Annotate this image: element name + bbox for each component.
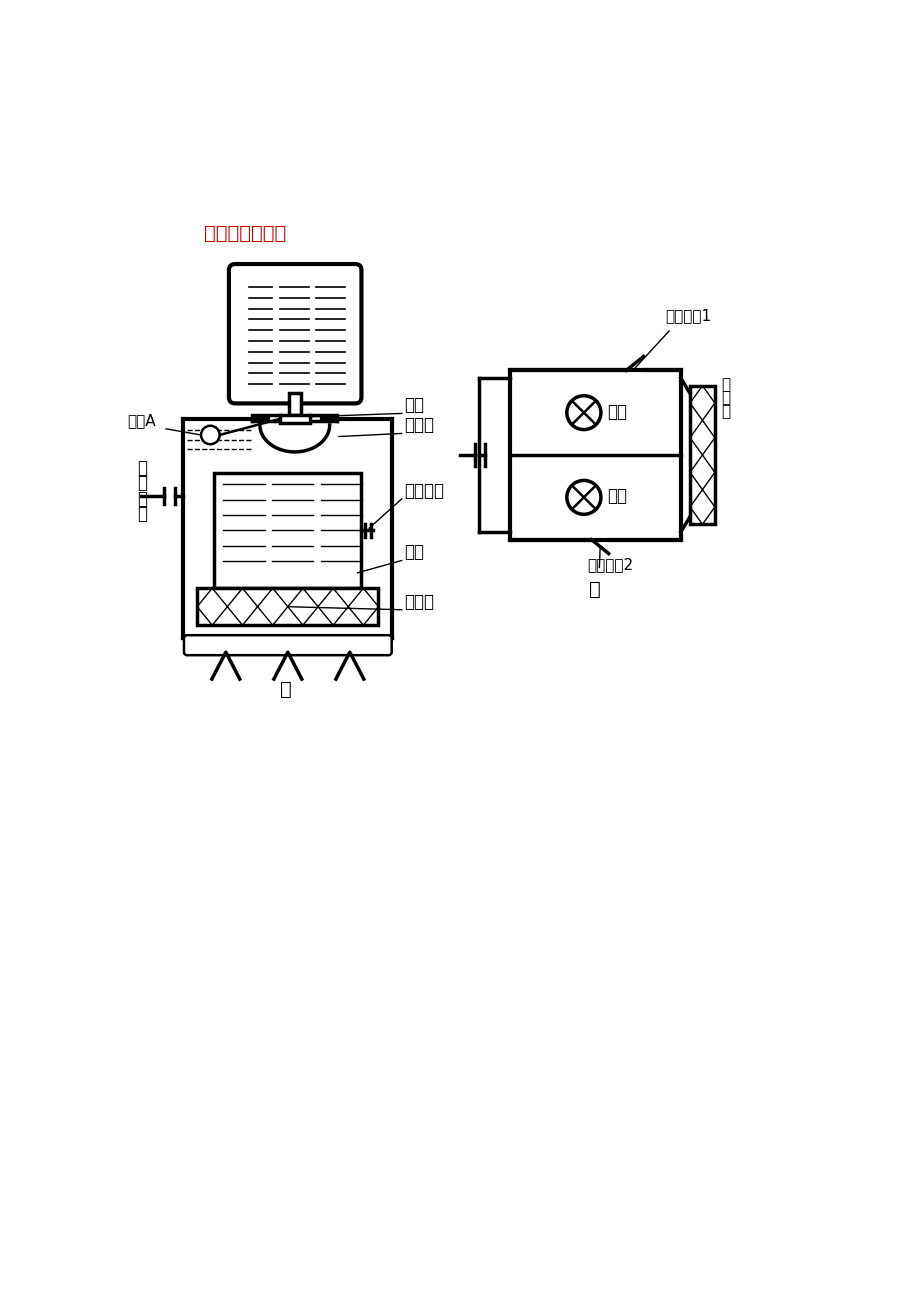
Text: 管: 管: [720, 404, 730, 419]
Text: 红灯: 红灯: [607, 487, 627, 505]
Bar: [510, 370, 680, 540]
Text: 加热管: 加热管: [403, 594, 434, 612]
Text: 控水槽: 控水槽: [403, 417, 434, 435]
Text: 热: 热: [720, 391, 730, 406]
Bar: [689, 385, 714, 525]
Text: 开: 开: [137, 490, 146, 508]
Text: 乙: 乙: [589, 581, 600, 599]
Text: 温控开关2: 温控开关2: [587, 557, 633, 572]
Text: 开水开关: 开水开关: [403, 482, 444, 500]
FancyBboxPatch shape: [229, 264, 361, 404]
Text: 温控开关1: 温控开关1: [664, 309, 710, 323]
Text: 水: 水: [137, 474, 146, 492]
Bar: [279, 415, 309, 423]
Text: 冷: 冷: [137, 458, 146, 477]
Circle shape: [566, 396, 600, 430]
Text: 热胆: 热胆: [403, 543, 424, 561]
FancyBboxPatch shape: [184, 635, 391, 655]
Text: 阀门: 阀门: [403, 396, 424, 414]
Circle shape: [201, 426, 220, 444]
Bar: [289, 393, 301, 415]
Text: 绿灯: 绿灯: [607, 402, 627, 421]
Circle shape: [566, 480, 600, 514]
Bar: [197, 589, 378, 625]
Text: 饮水机自动控制: 饮水机自动控制: [204, 224, 286, 243]
Text: 关: 关: [137, 505, 146, 523]
Text: 浮体A: 浮体A: [127, 413, 156, 428]
Bar: [214, 473, 361, 589]
Text: 甲: 甲: [279, 680, 291, 698]
Text: 加: 加: [720, 378, 730, 392]
